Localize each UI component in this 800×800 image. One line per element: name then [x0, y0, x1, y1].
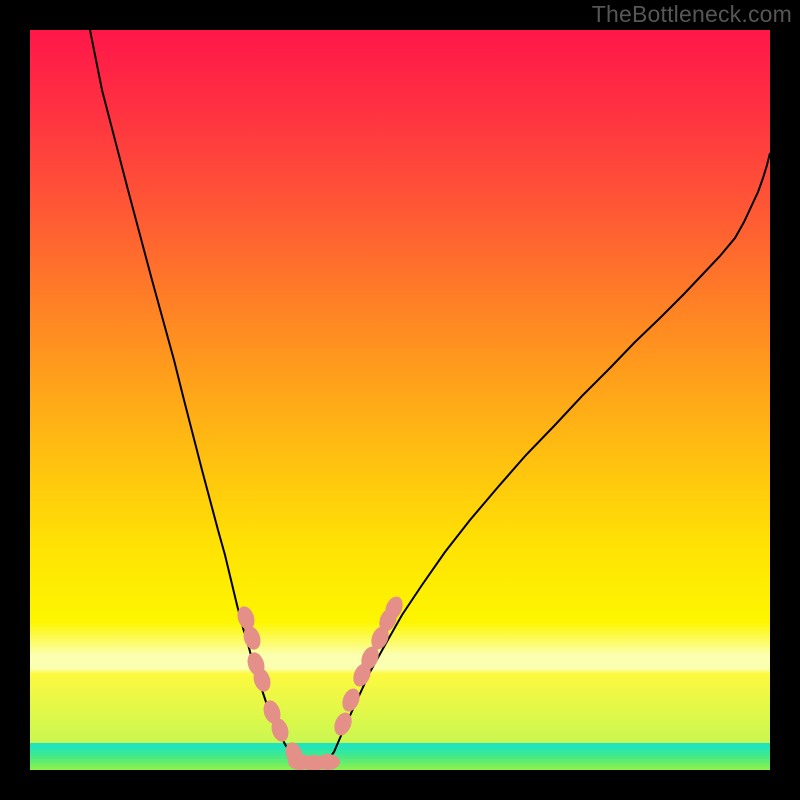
- bottleneck-plot: [30, 30, 770, 770]
- watermark-text: TheBottleneck.com: [592, 1, 792, 28]
- chart-frame: TheBottleneck.com: [0, 0, 800, 800]
- gradient-background: [30, 30, 770, 770]
- green-base-band: [30, 743, 770, 770]
